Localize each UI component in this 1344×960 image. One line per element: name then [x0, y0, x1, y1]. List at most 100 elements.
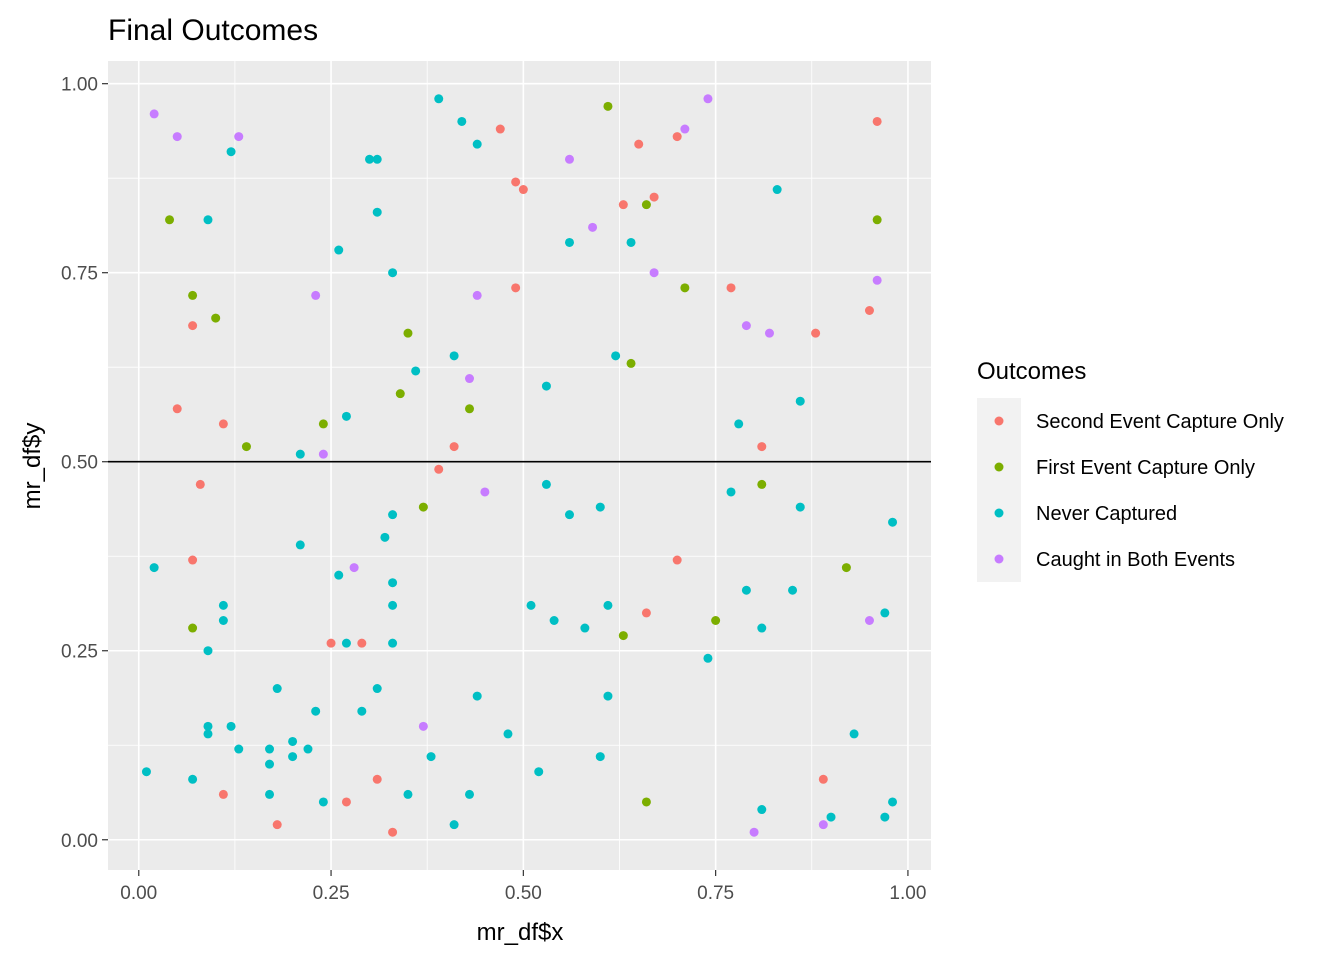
data-point [511, 177, 521, 187]
data-point [465, 404, 475, 414]
data-point [757, 623, 767, 633]
x-tick-label: 0.75 [697, 883, 734, 904]
data-point [749, 827, 759, 837]
data-point [218, 600, 228, 610]
data-point [318, 797, 328, 807]
data-point [172, 404, 182, 414]
data-point [795, 396, 805, 406]
data-point [295, 540, 305, 550]
data-point [626, 358, 636, 368]
data-point [265, 744, 275, 754]
minor-gridlines [108, 61, 931, 870]
data-point [711, 615, 721, 625]
data-point [388, 600, 398, 610]
legend-swatch [994, 554, 1004, 564]
legend-label: Caught in Both Events [1036, 549, 1235, 571]
data-point [388, 578, 398, 588]
data-point [457, 116, 467, 126]
y-axis-title: mr_df$y [19, 423, 46, 510]
data-point [472, 691, 482, 701]
x-axis-ticks: 0.00 0.25 0.50 0.75 1.00 [120, 870, 926, 904]
data-point [165, 215, 175, 225]
data-point [534, 767, 544, 777]
legend-swatch [994, 508, 1004, 518]
data-point [234, 132, 244, 142]
data-point [795, 502, 805, 512]
data-point [388, 510, 398, 520]
data-point [341, 797, 351, 807]
data-point [680, 283, 690, 293]
data-point [403, 328, 413, 338]
data-point [141, 767, 151, 777]
data-point [234, 744, 244, 754]
data-point [365, 154, 375, 164]
data-point [680, 124, 690, 134]
data-point [149, 109, 159, 119]
data-point [564, 237, 574, 247]
data-point [265, 789, 275, 799]
data-point [388, 827, 398, 837]
data-point [764, 328, 774, 338]
y-tick-label: 0.25 [61, 642, 98, 663]
legend: Outcomes Second Event Capture Only First … [977, 358, 1284, 582]
data-point [634, 139, 644, 149]
data-point [195, 479, 205, 489]
data-point [341, 411, 351, 421]
data-point [272, 684, 282, 694]
data-point [465, 789, 475, 799]
data-point [395, 389, 405, 399]
data-point [188, 555, 198, 565]
legend-title: Outcomes [977, 358, 1086, 385]
data-point [788, 585, 798, 595]
data-point [288, 736, 298, 746]
data-point [226, 147, 236, 157]
data-point [172, 132, 182, 142]
y-axis-ticks: 0.00 0.25 0.50 0.75 1.00 [61, 75, 108, 852]
data-point [626, 237, 636, 247]
data-point [311, 706, 321, 716]
data-point [818, 774, 828, 784]
data-point [672, 132, 682, 142]
data-point [388, 268, 398, 278]
data-point [411, 366, 421, 376]
data-point [326, 638, 336, 648]
plot-panel [108, 61, 931, 870]
data-point [449, 351, 459, 361]
data-point [526, 600, 536, 610]
data-point [341, 638, 351, 648]
data-point [226, 721, 236, 731]
data-point [872, 116, 882, 126]
data-point [841, 563, 851, 573]
data-point [880, 608, 890, 618]
data-point [318, 449, 328, 459]
data-point [265, 759, 275, 769]
data-point [726, 487, 736, 497]
data-point [218, 789, 228, 799]
data-point [203, 215, 213, 225]
data-point [303, 744, 313, 754]
data-point [618, 631, 628, 641]
data-point [641, 200, 651, 210]
data-point [449, 442, 459, 452]
data-point [826, 812, 836, 822]
data-point [465, 374, 475, 384]
data-point [241, 442, 251, 452]
data-point [388, 638, 398, 648]
data-point [541, 381, 551, 391]
data-point [888, 517, 898, 527]
data-point [188, 321, 198, 331]
data-point [603, 600, 613, 610]
data-point [641, 608, 651, 618]
data-point [703, 94, 713, 104]
data-point [495, 124, 505, 134]
legend-swatch [994, 462, 1004, 472]
data-point [649, 192, 659, 202]
data-point [734, 419, 744, 429]
data-point [503, 729, 513, 739]
data-point [480, 487, 490, 497]
data-point [288, 752, 298, 762]
data-point [334, 570, 344, 580]
data-point [372, 207, 382, 217]
data-point [203, 729, 213, 739]
x-tick-label: 1.00 [889, 883, 926, 904]
